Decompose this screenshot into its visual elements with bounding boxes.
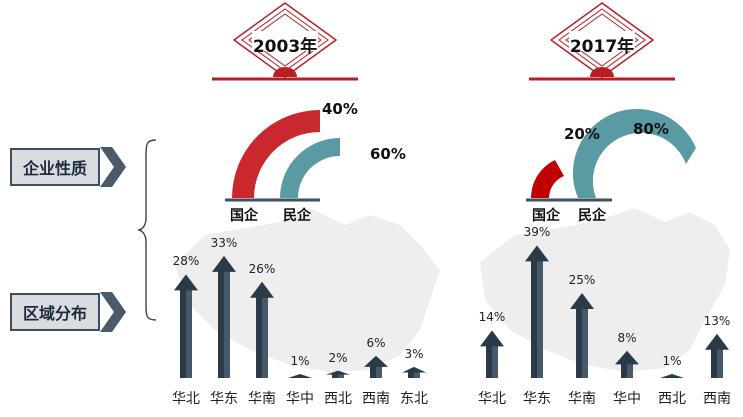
category-label: 华南 [568, 391, 596, 407]
state-label-2003: 国企 [230, 208, 258, 224]
category-label: 西南 [362, 391, 390, 407]
arrow-bar [660, 374, 684, 378]
year-title-2017: 2017年 [569, 37, 635, 57]
bar-value-label: 25% [568, 273, 596, 287]
region-label: 区域分布 [10, 293, 100, 331]
state-pct-2003: 40% [322, 100, 358, 118]
category-label: 华中 [286, 391, 314, 407]
chevron-right-icon [100, 292, 126, 332]
nature-label: 企业性质 [10, 148, 100, 186]
category-label: 华中 [613, 391, 641, 407]
arrow-bar [288, 374, 312, 378]
state-pct-2017: 20% [564, 125, 600, 143]
category-label: 华北 [172, 391, 200, 407]
china-map-silhouette-left [175, 208, 440, 372]
bar-value-label: 1% [290, 354, 310, 368]
category-label: 华东 [523, 391, 551, 407]
state-arc-2003 [232, 110, 320, 198]
category-label: 华东 [210, 391, 238, 407]
state-label-2017: 国企 [532, 208, 560, 224]
region-bars-2017 [480, 245, 729, 378]
arrow-bar-shade [582, 309, 588, 378]
bar-value-label: 39% [523, 225, 551, 240]
private-pct-2017: 80% [633, 120, 669, 138]
brace [137, 139, 157, 321]
private-label-2017: 民企 [578, 208, 606, 224]
bar-value-label: 26% [248, 261, 276, 276]
year-emblem-2017 [529, 2, 675, 81]
bar-value-label: 33% [210, 235, 238, 250]
arrow-bar-shade [627, 364, 633, 378]
ownership-chart-2017 [526, 108, 696, 202]
arrow-bar-shade [186, 290, 192, 378]
bar-value-label: 13% [703, 313, 731, 328]
category-label: 西南 [703, 391, 731, 407]
region-bars-2003 [174, 255, 426, 378]
arrow-bar-shade [492, 346, 498, 378]
bar-value-label: 28% [172, 254, 200, 269]
private-pct-2003: 60% [370, 145, 406, 163]
year-emblem-2003 [212, 2, 358, 81]
category-label: 西北 [324, 391, 352, 407]
arrow-bar-shade [376, 366, 382, 378]
private-arc-2017 [572, 108, 696, 198]
bar-value-label: 6% [366, 335, 386, 350]
chevron-right-icon [100, 147, 126, 187]
arrow-bar-shade [717, 349, 723, 378]
arrow-bar-shade [224, 271, 230, 378]
bar-value-label: 8% [617, 330, 637, 345]
category-label: 华北 [478, 391, 506, 407]
private-arc-2003 [280, 138, 340, 198]
arrow-bar-shade [537, 261, 543, 378]
category-label: 东北 [400, 391, 428, 407]
arrow-bar-shade [262, 297, 268, 378]
category-label: 华南 [248, 391, 276, 407]
bar-value-label: 1% [662, 354, 682, 368]
category-label: 西北 [658, 391, 686, 407]
arrow-bar-shade [338, 374, 344, 378]
ownership-chart-2003 [225, 110, 340, 202]
arrow-bar-shade [414, 372, 420, 378]
year-title-2003: 2003年 [252, 37, 318, 57]
bar-value-label: 14% [478, 310, 506, 325]
state-arc-2017 [530, 160, 564, 198]
bar-value-label: 2% [328, 350, 348, 365]
private-label-2003: 民企 [283, 208, 311, 224]
bar-value-label: 3% [404, 346, 424, 361]
